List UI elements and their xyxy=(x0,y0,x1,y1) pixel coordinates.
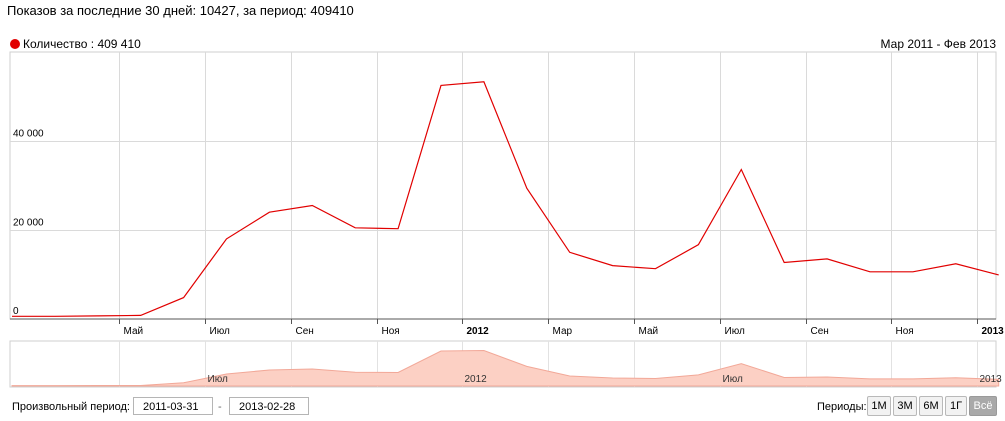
series-line-count xyxy=(12,81,999,317)
period-button-1m[interactable]: 1М xyxy=(867,396,891,416)
horizontal-gridlines xyxy=(10,141,996,231)
legend-item[interactable]: Количество : 409 410 xyxy=(10,37,141,51)
x-tick-label: Июл xyxy=(725,326,745,337)
x-tick-label: Май xyxy=(639,326,659,337)
footer-controls: Произвольный период: 2011-03-31 - 2013-0… xyxy=(0,396,1005,420)
date-from-input[interactable]: 2011-03-31 xyxy=(133,397,213,415)
vertical-gridlines xyxy=(119,52,978,319)
x-tick-label: Мар xyxy=(553,326,573,337)
navigator-label: Июл xyxy=(208,374,228,385)
navigator-labels: Июл 2012 Июл 2013 xyxy=(208,374,1003,385)
x-tick-label: Сен xyxy=(296,326,314,337)
legend-label: Количество : 409 410 xyxy=(23,37,141,51)
x-tick-label: Июл xyxy=(210,326,230,337)
navigator-label: Июл xyxy=(723,374,743,385)
navigator-area xyxy=(11,349,1000,387)
y-tick-label: 40 000 xyxy=(13,129,44,140)
period-button-all[interactable]: Всё xyxy=(969,396,997,416)
x-tick-label: Сен xyxy=(811,326,829,337)
stats-summary: Показов за последние 30 дней: 10427, за … xyxy=(7,3,354,18)
date-to-input[interactable]: 2013-02-28 xyxy=(229,397,309,415)
period-button-3m[interactable]: 3М xyxy=(893,396,917,416)
y-tick-label: 0 xyxy=(13,306,19,317)
x-tick-label: 2013 xyxy=(982,326,1005,337)
x-tick-label: Ноя xyxy=(896,326,914,337)
periods-label: Периоды: xyxy=(817,401,867,413)
x-tick-label: Май xyxy=(124,326,144,337)
x-tick-label: 2012 xyxy=(467,326,490,337)
legend-marker-icon xyxy=(10,39,20,49)
period-button-6m[interactable]: 6М xyxy=(919,396,943,416)
plot-area xyxy=(9,51,997,320)
line-chart: 0 20 000 40 000 Май Июл Сен Ноя 2012 Мар Май Июл С… xyxy=(9,51,1005,388)
x-axis: Май Июл Сен Ноя 2012 Мар Май Июл Сен Ноя 2013 xyxy=(119,319,1005,337)
date-separator: - xyxy=(218,401,222,413)
x-tick-label: Ноя xyxy=(382,326,400,337)
date-range-label: Мар 2011 - Фев 2013 xyxy=(880,37,996,51)
navigator-label: 2013 xyxy=(980,374,1003,385)
y-axis: 0 20 000 40 000 xyxy=(13,129,44,318)
custom-period-label: Произвольный период: xyxy=(12,401,130,413)
period-button-1y[interactable]: 1Г xyxy=(945,396,967,416)
navigator-label: 2012 xyxy=(465,374,488,385)
y-tick-label: 20 000 xyxy=(13,218,44,229)
